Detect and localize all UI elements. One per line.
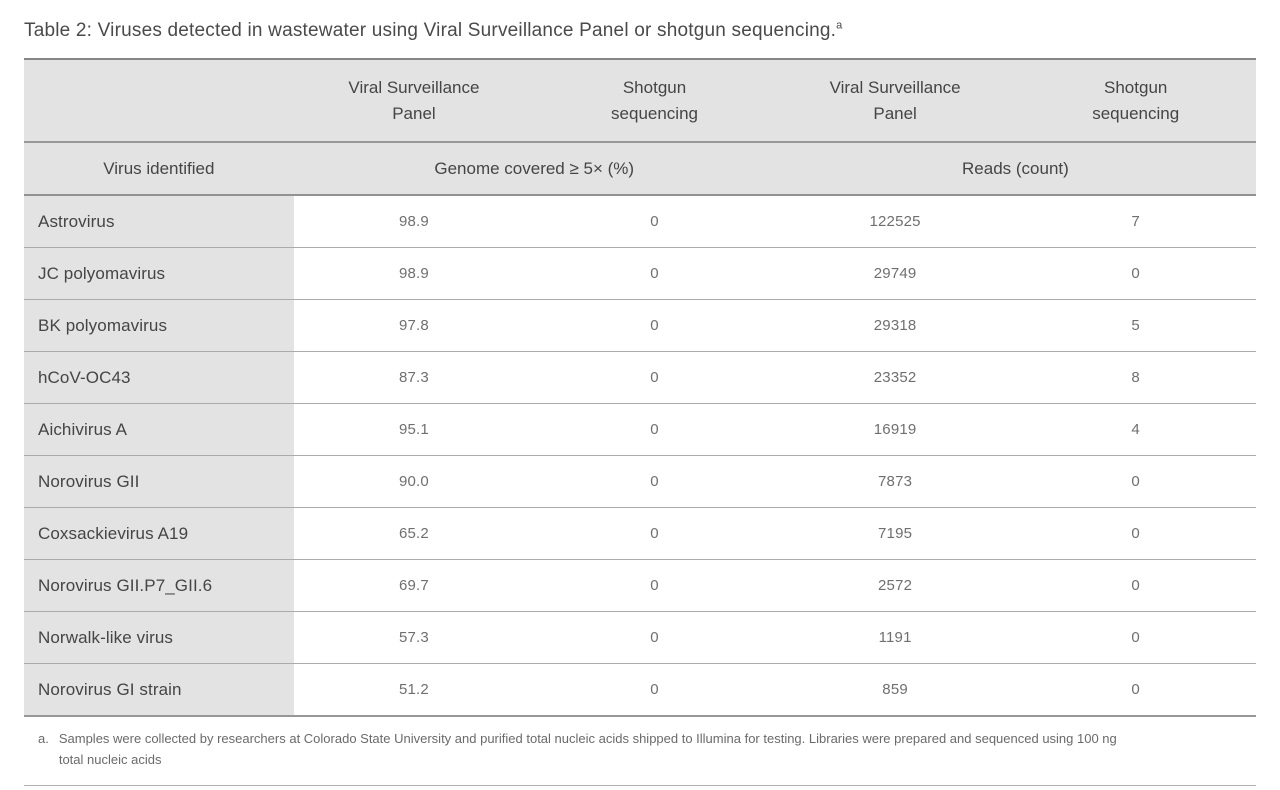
reads-vsp-cell: 29749 [774, 247, 1016, 300]
virus-name-cell: Astrovirus [24, 195, 294, 248]
table-row: Norovirus GI strain 51.2 0 859 0 [24, 663, 1256, 717]
genome-vsp-cell: 65.2 [293, 507, 535, 560]
table-row: Norwalk-like virus 57.3 0 1191 0 [24, 611, 1256, 664]
genome-shotgun-cell: 0 [534, 247, 775, 300]
col-header-line2: sequencing [611, 103, 698, 123]
reads-vsp-cell: 16919 [774, 403, 1016, 456]
col-header-line1: Viral Surveillance [348, 78, 480, 97]
method-header-row: Viral Surveillance Panel Shotgun sequenc… [24, 59, 1256, 143]
genome-vsp-cell: 51.2 [293, 663, 535, 717]
col-header-shotgun-reads: Shotgun sequencing [1015, 59, 1256, 143]
title-footnote-ref: a [836, 19, 843, 32]
reads-shotgun-cell: 0 [1015, 455, 1256, 508]
virus-name-cell: Aichivirus A [24, 403, 294, 456]
genome-shotgun-cell: 0 [534, 455, 775, 508]
col-header-vsp-genome: Viral Surveillance Panel [293, 59, 535, 143]
col-header-vsp-reads: Viral Surveillance Panel [774, 59, 1016, 143]
reads-shotgun-cell: 0 [1015, 559, 1256, 612]
empty-corner-cell [24, 59, 294, 143]
table-title-text: Table 2: Viruses detected in wastewater … [24, 20, 837, 41]
genome-shotgun-cell: 0 [534, 351, 775, 404]
reads-shotgun-cell: 7 [1015, 195, 1256, 248]
reads-shotgun-cell: 8 [1015, 351, 1256, 404]
reads-group-header: Reads (count) [774, 142, 1256, 196]
genome-shotgun-cell: 0 [534, 559, 775, 612]
virus-name-cell: JC polyomavirus [24, 247, 294, 300]
genome-vsp-cell: 90.0 [293, 455, 535, 508]
virus-identified-header: Virus identified [24, 142, 294, 196]
table-row: Norovirus GII 90.0 0 7873 0 [24, 455, 1256, 508]
col-header-line1: Shotgun [622, 78, 687, 97]
reads-vsp-cell: 29318 [774, 299, 1016, 352]
col-header-line1: Viral Surveillance [829, 78, 961, 97]
virus-name-cell: Norovirus GI strain [24, 663, 294, 717]
reads-vsp-cell: 1191 [774, 611, 1016, 664]
reads-vsp-cell: 7195 [774, 507, 1016, 560]
table-body: Astrovirus 98.9 0 122525 7 JC polyomavir… [24, 195, 1256, 717]
table-row: Astrovirus 98.9 0 122525 7 [24, 195, 1256, 248]
reads-vsp-cell: 859 [774, 663, 1016, 717]
reads-vsp-cell: 23352 [774, 351, 1016, 404]
genome-shotgun-cell: 0 [534, 403, 775, 456]
reads-shotgun-cell: 0 [1015, 663, 1256, 717]
genome-vsp-cell: 87.3 [293, 351, 535, 404]
genome-vsp-cell: 97.8 [293, 299, 535, 352]
virus-name-cell: BK polyomavirus [24, 299, 294, 352]
table-row: Aichivirus A 95.1 0 16919 4 [24, 403, 1256, 456]
group-header-row: Virus identified Genome covered ≥ 5× (%)… [24, 142, 1256, 196]
col-header-shotgun-genome: Shotgun sequencing [534, 59, 775, 143]
genome-shotgun-cell: 0 [534, 195, 775, 248]
genome-vsp-cell: 95.1 [293, 403, 535, 456]
table-row: JC polyomavirus 98.9 0 29749 0 [24, 247, 1256, 300]
virus-name-cell: Norovirus GII.P7_GII.6 [24, 559, 294, 612]
reads-shotgun-cell: 0 [1015, 507, 1256, 560]
table-row: Coxsackievirus A19 65.2 0 7195 0 [24, 507, 1256, 560]
virus-name-cell: Norovirus GII [24, 455, 294, 508]
reads-shotgun-cell: 4 [1015, 403, 1256, 456]
col-header-line2: Panel [873, 103, 917, 123]
table-header: Viral Surveillance Panel Shotgun sequenc… [24, 59, 1256, 196]
col-header-line2: sequencing [1092, 103, 1180, 123]
genome-covered-group-header: Genome covered ≥ 5× (%) [293, 142, 775, 196]
table-title: Table 2: Viruses detected in wastewater … [24, 0, 1256, 58]
table-row: Norovirus GII.P7_GII.6 69.7 0 2572 0 [24, 559, 1256, 612]
footnote-marker: a. [38, 731, 49, 746]
virus-results-table: Viral Surveillance Panel Shotgun sequenc… [24, 58, 1256, 717]
reads-vsp-cell: 7873 [774, 455, 1016, 508]
genome-shotgun-cell: 0 [534, 507, 775, 560]
reads-vsp-cell: 122525 [774, 195, 1016, 248]
table-row: hCoV-OC43 87.3 0 23352 8 [24, 351, 1256, 404]
genome-vsp-cell: 57.3 [293, 611, 535, 664]
genome-vsp-cell: 69.7 [293, 559, 535, 612]
genome-vsp-cell: 98.9 [293, 195, 535, 248]
reads-shotgun-cell: 0 [1015, 247, 1256, 300]
col-header-line2: Panel [392, 103, 436, 123]
virus-name-cell: hCoV-OC43 [24, 351, 294, 404]
table-footnote: a. Samples were collected by researchers… [24, 717, 1256, 786]
virus-name-cell: Norwalk-like virus [24, 611, 294, 664]
virus-name-cell: Coxsackievirus A19 [24, 507, 294, 560]
reads-shotgun-cell: 5 [1015, 299, 1256, 352]
table-row: BK polyomavirus 97.8 0 29318 5 [24, 299, 1256, 352]
genome-vsp-cell: 98.9 [293, 247, 535, 300]
reads-vsp-cell: 2572 [774, 559, 1016, 612]
footnote-text: Samples were collected by researchers at… [58, 731, 1117, 767]
genome-shotgun-cell: 0 [534, 299, 775, 352]
genome-shotgun-cell: 0 [534, 663, 775, 717]
reads-shotgun-cell: 0 [1015, 611, 1256, 664]
col-header-line1: Shotgun [1104, 78, 1168, 97]
genome-shotgun-cell: 0 [534, 611, 775, 664]
